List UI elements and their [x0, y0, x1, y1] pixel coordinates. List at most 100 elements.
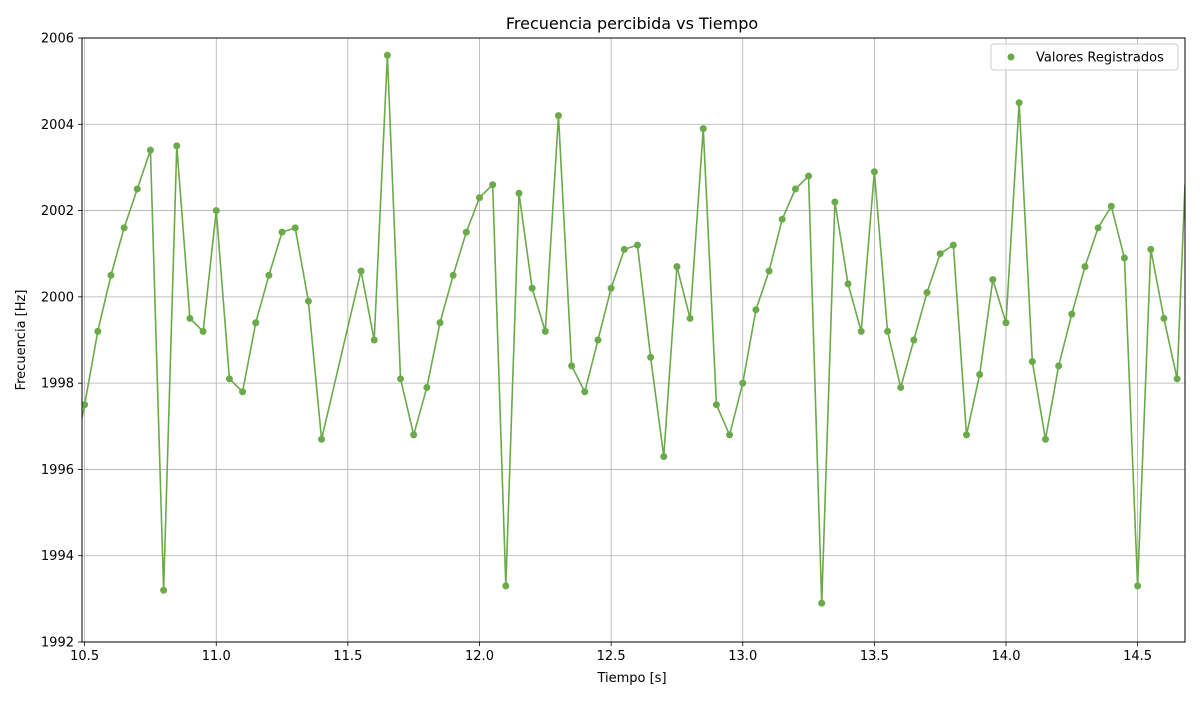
data-point: [765, 267, 773, 275]
data-point: [699, 125, 707, 133]
data-point: [686, 314, 694, 322]
data-point: [160, 586, 168, 594]
data-point: [1028, 358, 1036, 366]
plot-frame: [81, 37, 1186, 643]
data-point: [1041, 435, 1049, 443]
data-point: [647, 353, 655, 361]
data-point: [120, 224, 128, 232]
data-point: [660, 452, 668, 460]
data-point: [594, 336, 602, 344]
data-point: [82, 401, 89, 409]
data-point: [976, 371, 984, 379]
data-point: [212, 207, 220, 215]
data-point: [923, 289, 931, 297]
data-point: [528, 284, 536, 292]
y-tick-label: 2002: [41, 204, 74, 219]
series-group: [82, 51, 1185, 607]
x-tick-label: 11.5: [333, 649, 362, 664]
data-point: [857, 327, 865, 335]
x-tick-label: 12.0: [465, 649, 494, 664]
data-point: [989, 276, 997, 284]
data-point: [870, 168, 878, 176]
x-tick-label: 10.5: [70, 649, 99, 664]
data-point: [1147, 245, 1155, 253]
data-point: [1160, 314, 1168, 322]
x-tick-label: 12.5: [597, 649, 626, 664]
data-point: [712, 401, 720, 409]
data-point: [949, 241, 957, 249]
data-point: [581, 388, 589, 396]
data-point: [791, 185, 799, 193]
legend-label: Valores Registrados: [1036, 51, 1164, 66]
data-point: [831, 198, 839, 206]
y-axis: 1992 1994 1996 1998 2000 2002 2004 2006: [41, 32, 82, 651]
data-point: [778, 215, 786, 223]
data-point: [291, 224, 299, 232]
y-tick-label: 1992: [41, 636, 74, 651]
data-point: [554, 112, 562, 120]
data-point: [752, 306, 760, 314]
y-tick-label: 1998: [41, 377, 74, 392]
data-point: [607, 284, 615, 292]
legend: Valores Registrados: [990, 43, 1179, 71]
data-point: [568, 362, 576, 370]
x-tick-label: 14.0: [992, 649, 1021, 664]
data-point: [1055, 362, 1063, 370]
x-axis: 10.5 11.0 11.5 12.0 12.5 13.0 13.5 14.0 14.5: [70, 642, 1152, 664]
data-point: [936, 250, 944, 258]
data-point: [910, 336, 918, 344]
data-point: [1081, 263, 1089, 271]
y-tick-label: 2000: [41, 290, 74, 305]
series-line: [82, 54, 1185, 604]
y-axis-label: Frecuencia [Hz]: [14, 290, 29, 391]
data-point: [370, 336, 378, 344]
data-point: [633, 241, 641, 249]
chart-title: Frecuencia percibida vs Tiempo: [506, 14, 758, 33]
legend-box: [990, 43, 1179, 71]
y-tick-label: 1994: [41, 549, 74, 564]
data-point: [357, 267, 365, 275]
data-point: [423, 383, 431, 391]
data-point: [897, 383, 905, 391]
data-point: [383, 51, 391, 59]
data-point: [1015, 99, 1023, 107]
data-point: [462, 228, 470, 236]
y-tick-label: 2006: [41, 32, 74, 47]
data-point: [818, 599, 826, 607]
data-point: [489, 181, 497, 189]
data-point: [844, 280, 852, 288]
data-point: [1173, 375, 1181, 383]
data-point: [884, 327, 892, 335]
data-point: [502, 582, 510, 590]
data-point: [397, 375, 405, 383]
data-point: [186, 314, 194, 322]
data-point: [278, 228, 286, 236]
data-point: [318, 435, 326, 443]
data-point: [1094, 224, 1102, 232]
data-point: [1107, 202, 1115, 210]
data-point: [620, 245, 628, 253]
data-point: [410, 431, 418, 439]
data-point: [739, 379, 747, 387]
data-point: [1002, 319, 1010, 327]
x-tick-label: 13.0: [728, 649, 757, 664]
data-point: [265, 271, 273, 279]
data-point: [1120, 254, 1128, 262]
data-point: [252, 319, 260, 327]
data-point: [963, 431, 971, 439]
data-point: [1068, 310, 1076, 318]
data-point: [304, 297, 312, 305]
x-tick-label: 13.5: [860, 649, 889, 664]
data-point: [449, 271, 457, 279]
data-point: [173, 142, 181, 150]
data-point: [436, 319, 444, 327]
legend-marker: [1007, 53, 1015, 61]
data-point: [673, 263, 681, 271]
data-point: [515, 189, 523, 197]
x-tick-label: 14.5: [1123, 649, 1152, 664]
data-point: [199, 327, 207, 335]
data-point: [476, 194, 483, 202]
data-point: [133, 185, 141, 193]
